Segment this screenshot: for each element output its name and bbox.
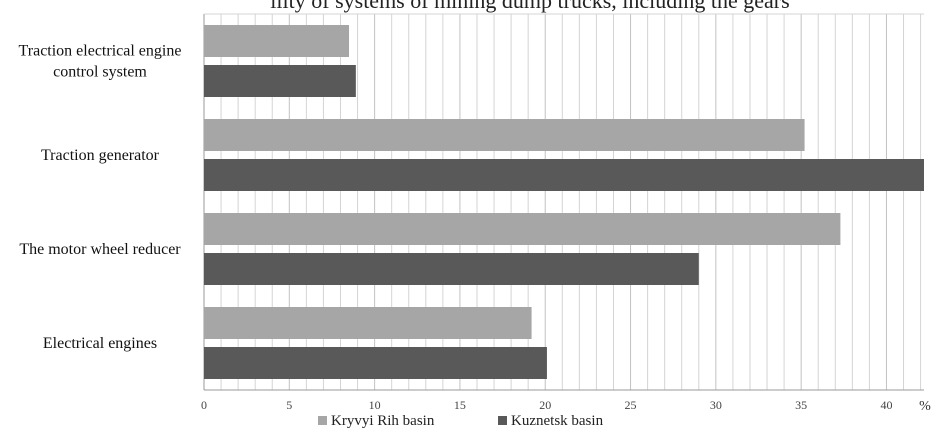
legend-swatch xyxy=(498,416,507,425)
x-unit-label: % xyxy=(919,399,931,414)
x-tick-label: 35 xyxy=(795,398,807,412)
category-label: The motor wheel reducer xyxy=(19,241,181,258)
x-tick-label: 20 xyxy=(539,398,551,412)
chart-title: ility of systems of mining dump trucks, … xyxy=(270,0,789,13)
x-tick-label: 0 xyxy=(201,398,207,412)
category-label: control system xyxy=(53,64,147,81)
legend-label: Kuznetsk basin xyxy=(511,413,604,429)
bar-kryvyi-rih xyxy=(204,119,805,151)
legend-label: Kryvyi Rih basin xyxy=(331,413,435,429)
bar-kryvyi-rih xyxy=(204,213,841,245)
category-label: Traction generator xyxy=(41,147,160,164)
x-tick-label: 30 xyxy=(710,398,722,412)
x-tick-label: 5 xyxy=(286,398,292,412)
bar-kuznetsk xyxy=(204,347,547,379)
category-label: Electrical engines xyxy=(43,335,157,352)
legend-swatch xyxy=(318,416,327,425)
bar-kuznetsk xyxy=(204,159,924,191)
category-label: Traction electrical engine xyxy=(19,43,182,60)
bar-kryvyi-rih xyxy=(204,307,532,339)
x-tick-label: 25 xyxy=(625,398,637,412)
x-tick-label: 40 xyxy=(880,398,892,412)
bar-kuznetsk xyxy=(204,253,699,285)
bar-kryvyi-rih xyxy=(204,25,350,57)
x-tick-label: 15 xyxy=(454,398,466,412)
bar-kuznetsk xyxy=(204,65,356,97)
x-tick-label: 10 xyxy=(369,398,381,412)
